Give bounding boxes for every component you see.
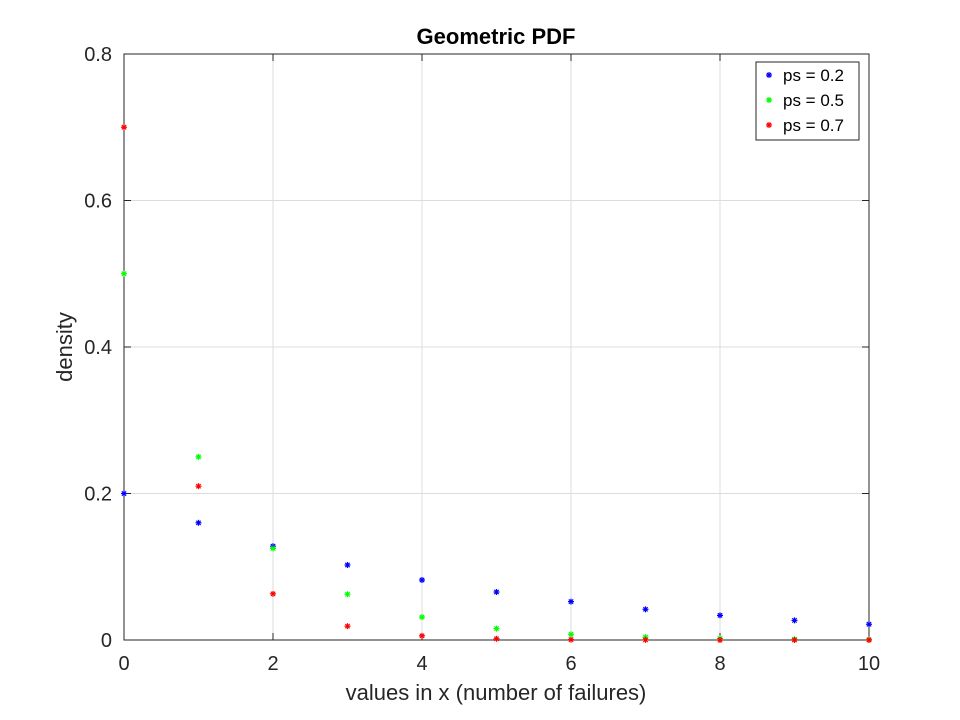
- data-points: [121, 124, 872, 643]
- data-point-series-3: [419, 632, 425, 639]
- legend-entry-label: ps = 0.7: [783, 116, 844, 135]
- data-point-series-2: [121, 270, 127, 277]
- legend-marker: [766, 72, 772, 78]
- y-tick-label: 0.6: [84, 191, 112, 213]
- data-point-series-3: [270, 590, 276, 597]
- data-point-series-1: [344, 561, 351, 568]
- y-tick-label: 0: [101, 630, 112, 652]
- data-point-series-3: [493, 635, 500, 642]
- data-point-series-1: [642, 606, 649, 613]
- data-point-series-1: [568, 598, 574, 605]
- data-point-series-1: [493, 589, 500, 596]
- data-point-series-3: [568, 636, 574, 643]
- data-point-series-3: [866, 637, 872, 643]
- data-point-series-1: [419, 577, 425, 584]
- data-point-series-2: [493, 625, 500, 632]
- legend: ps = 0.2 ps = 0.5 ps = 0.7: [755, 61, 860, 141]
- legend-entry-label: ps = 0.2: [783, 66, 844, 85]
- legend-marker: [766, 122, 772, 128]
- x-tick-label: 2: [267, 653, 278, 675]
- x-tick-label: 6: [565, 653, 576, 675]
- data-point-series-2: [195, 453, 202, 460]
- data-point-series-1: [195, 519, 202, 526]
- x-tick-label: 8: [714, 653, 725, 675]
- y-tick-label: 0.2: [84, 484, 112, 506]
- legend-box: [755, 61, 860, 141]
- grid: [123, 53, 870, 641]
- data-point-series-2: [568, 631, 574, 638]
- x-tick-label: 10: [858, 653, 880, 675]
- data-point-series-2: [344, 591, 351, 598]
- legend-entry-label: ps = 0.5: [783, 91, 844, 110]
- y-axis-label: density: [52, 312, 77, 382]
- data-point-series-1: [121, 490, 127, 497]
- data-point-series-1: [791, 617, 798, 624]
- legend-marker: [766, 97, 772, 103]
- x-axis-label: values in x (number of failures): [346, 680, 647, 705]
- data-point-series-2: [270, 545, 276, 552]
- data-point-series-3: [791, 637, 798, 643]
- x-tick-label: 0: [118, 653, 129, 675]
- data-point-series-2: [419, 614, 425, 621]
- data-point-series-3: [344, 623, 351, 630]
- data-point-series-1: [717, 612, 723, 619]
- data-point-series-3: [195, 483, 202, 490]
- data-point-series-3: [717, 637, 723, 643]
- data-point-series-1: [866, 621, 872, 628]
- y-tick-label: 0.8: [84, 44, 112, 66]
- data-point-series-3: [642, 636, 649, 643]
- x-tick-label: 4: [416, 653, 427, 675]
- data-point-series-3: [121, 124, 127, 131]
- y-tick-label: 0.4: [84, 337, 112, 359]
- axis-ticks: 0 2 4 6 8 10 0 0.2 0.4 0.6 0.8: [84, 44, 880, 675]
- chart-title: Geometric PDF: [417, 24, 576, 49]
